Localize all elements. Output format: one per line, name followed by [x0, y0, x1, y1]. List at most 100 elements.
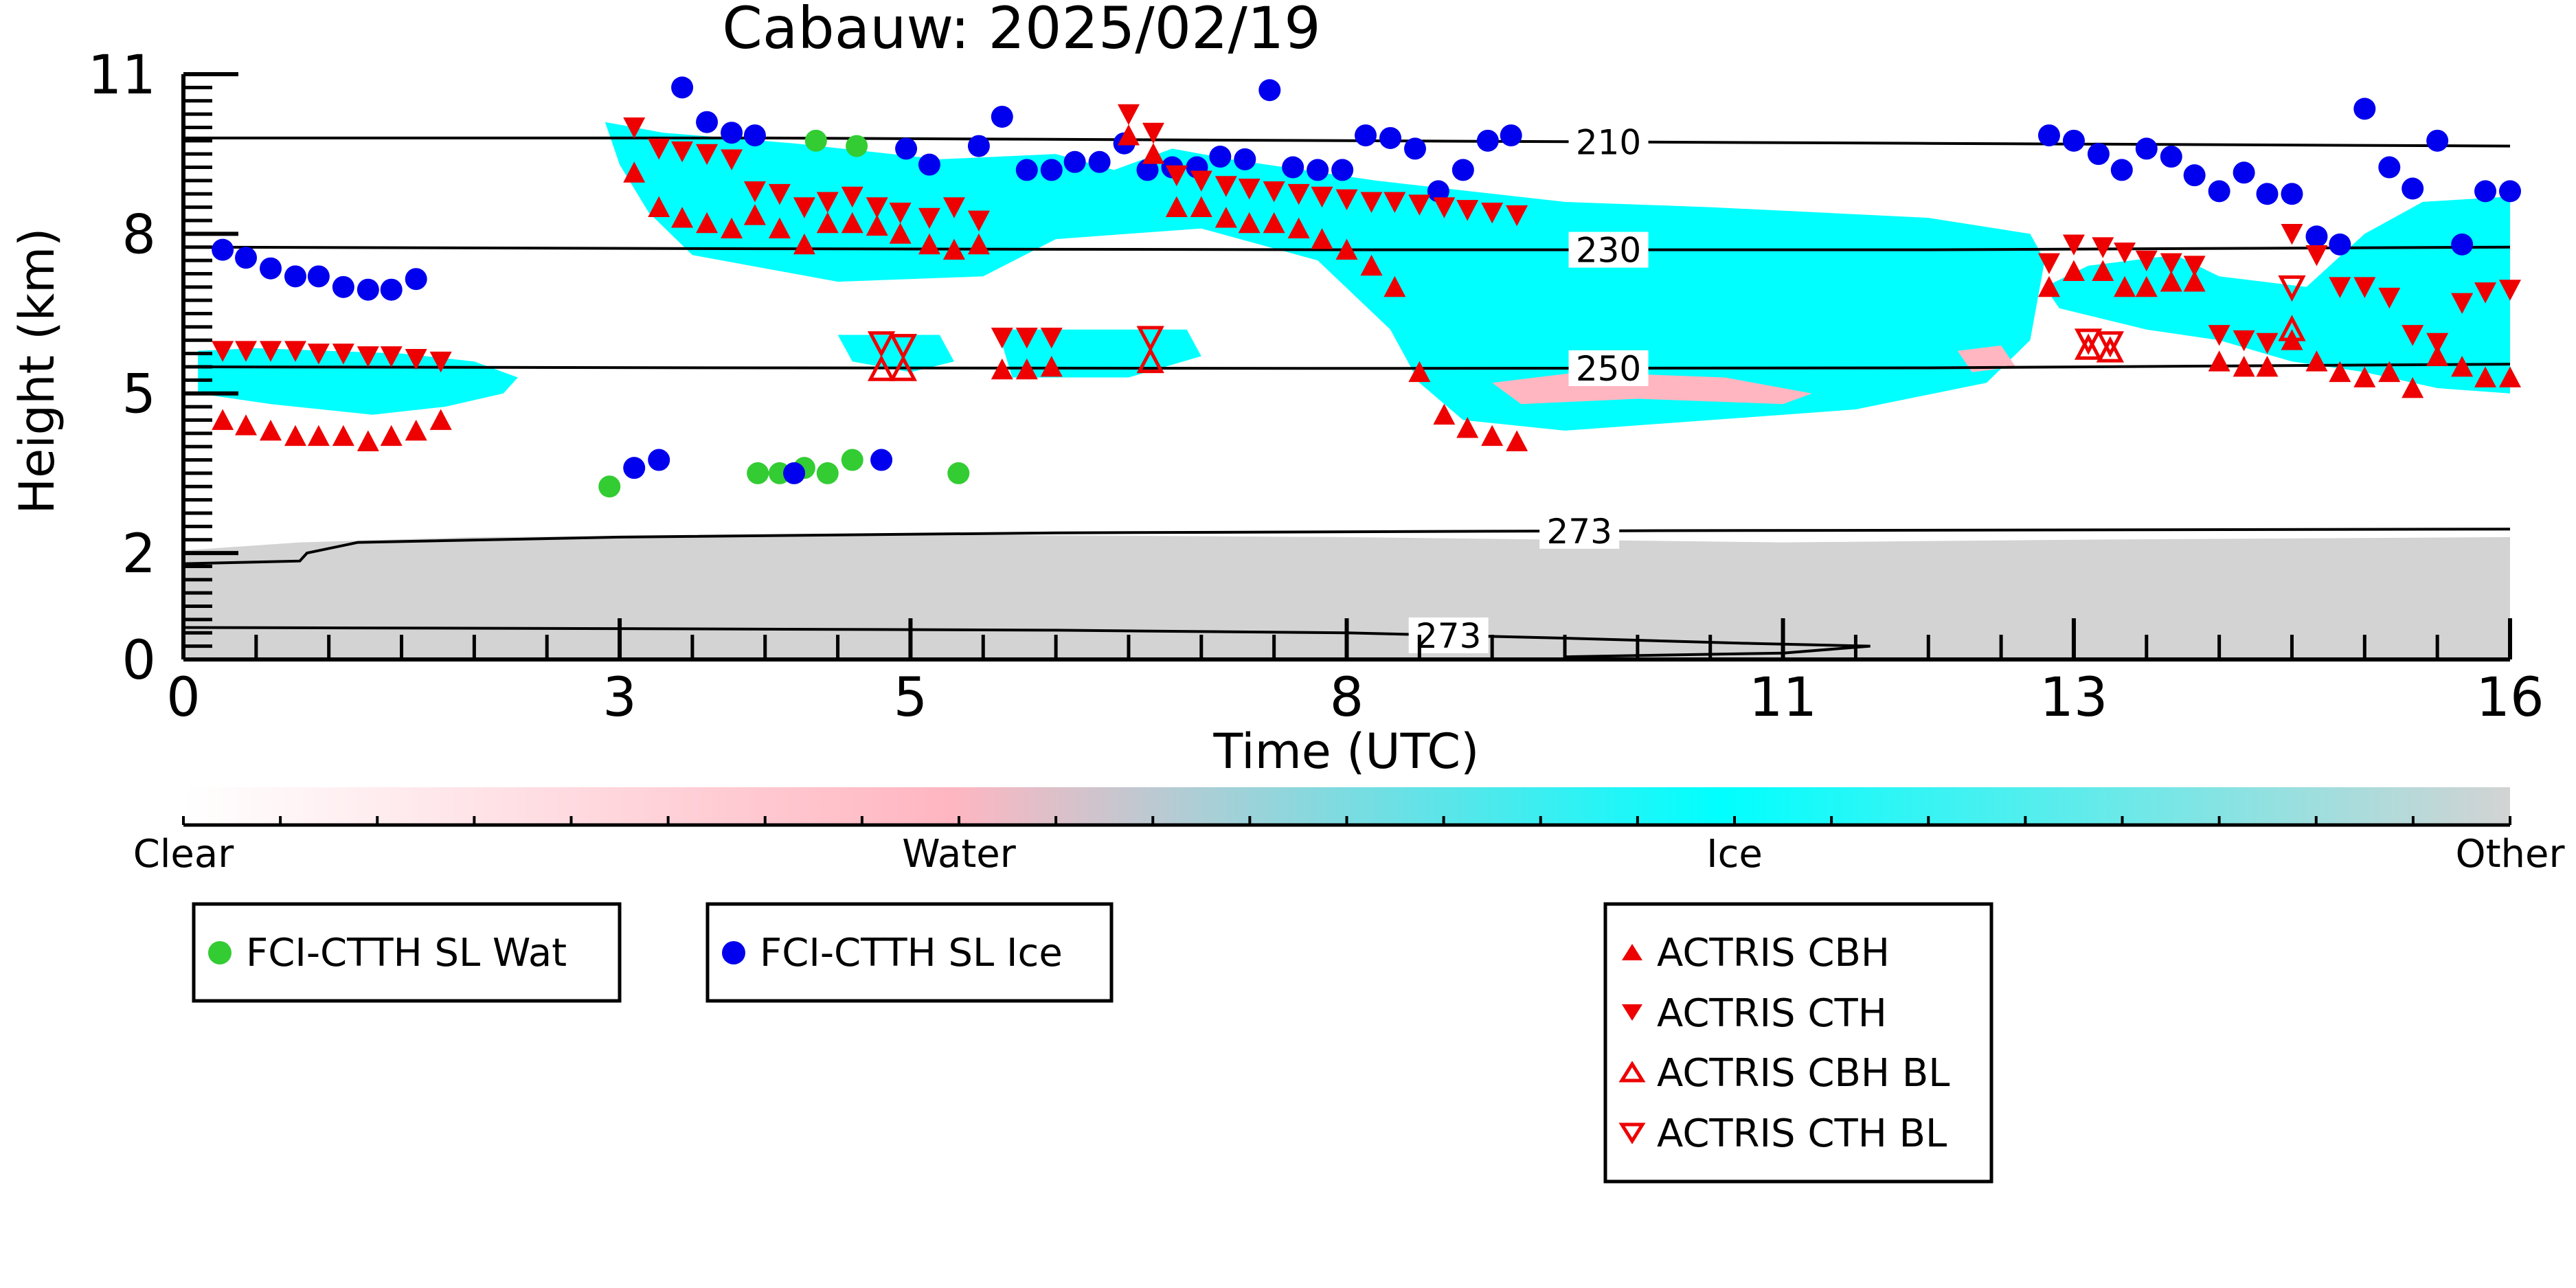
actris-cbh-point	[1015, 358, 1038, 380]
actris-cbh-point	[889, 223, 912, 244]
actris-cth-point	[2378, 287, 2401, 309]
actris-cth-point	[743, 181, 766, 203]
cloud-region-water	[1957, 346, 2016, 372]
actris-cbh-point	[2353, 366, 2376, 387]
fci-ctth-sl-ice-point	[380, 278, 403, 301]
fci-ctth-sl-wat-point	[804, 129, 827, 152]
legend-actris-cbh-marker	[1622, 944, 1642, 960]
fci-ctth-sl-wat-point	[947, 462, 970, 484]
actris-cbh-point	[1190, 196, 1212, 218]
fci-ctth-sl-ice-point	[1307, 159, 1329, 181]
actris-cth-point	[1238, 179, 1261, 200]
chart-title: Cabauw: 2025/02/19	[722, 0, 1320, 62]
actris-cth-point	[2135, 250, 2158, 272]
actris-cth-point	[1165, 165, 1188, 187]
actris-cbh-point	[991, 358, 1013, 380]
actris-cbh-point	[2451, 356, 2474, 377]
contour-label-bg	[1539, 512, 1620, 549]
colorbar-ticks	[182, 816, 2511, 825]
fci-ctth-sl-ice-point	[2329, 233, 2351, 256]
actris-cth-point	[2402, 325, 2424, 346]
actris-cbh-point	[1165, 196, 1188, 218]
actris-cbh-point	[623, 161, 646, 183]
x-tick-label: 11	[1749, 667, 1817, 729]
actris-cbh-point	[2378, 361, 2401, 383]
contour-label-bg	[1568, 350, 1649, 386]
actris-cbh-point	[1335, 238, 1358, 260]
actris-cth-point	[696, 144, 719, 166]
y-tick-label: 0	[122, 630, 156, 692]
actris-cth-point	[1481, 202, 1504, 224]
actris-cbh-point	[1311, 228, 1333, 249]
actris-cbh-point	[429, 409, 452, 430]
fci-ctth-sl-ice-point	[1331, 159, 1354, 181]
legend-fci-ice-marker	[722, 941, 745, 964]
legend-fci-water-label: FCI-CTTH SL Wat	[246, 931, 567, 975]
fci-ctth-sl-ice-point	[1015, 159, 1038, 181]
actris-cth-point	[1263, 181, 1285, 203]
fci-ctth-sl-ice-point	[1234, 148, 1256, 170]
fci-ctth-sl-wat-point	[841, 449, 863, 471]
fci-ctth-sl-ice-point	[623, 457, 646, 479]
actris-cth-point	[1190, 170, 1212, 192]
actris-cth-point	[721, 149, 743, 170]
contour-label: 230	[1576, 231, 1641, 271]
actris-cth-point	[260, 341, 282, 362]
actris-cbh-point	[235, 414, 258, 436]
contour-label-bg	[1408, 617, 1489, 653]
actris-cth-point	[2305, 245, 2328, 267]
actris-cbh-point	[1433, 403, 1456, 425]
fci-ctth-sl-ice-point	[2378, 156, 2401, 179]
actris-cth-point	[429, 351, 452, 373]
actris-cth-point	[841, 186, 863, 208]
fci-ctth-sl-ice-point	[1476, 129, 1499, 152]
fci-ctth-sl-ice-point	[260, 257, 282, 280]
actris-cbh-point	[1117, 124, 1140, 146]
actris-cth-point	[942, 197, 965, 218]
actris-cth-point	[1142, 122, 1164, 144]
actris-cth-point	[648, 139, 670, 160]
fci-ctth-sl-ice-point	[1063, 150, 1086, 173]
actris-cbh-point	[1506, 430, 1528, 451]
actris-cbh-point	[648, 196, 670, 218]
x-tick-label: 16	[2476, 667, 2544, 729]
x-tick-label: 0	[166, 667, 201, 729]
contour-label: 273	[1546, 512, 1612, 552]
y-tick-label: 2	[122, 523, 156, 585]
actris-cth-bl-point	[889, 334, 917, 361]
fci-ctth-sl-ice-point	[332, 275, 354, 298]
fci-ctth-sl-ice-point	[212, 238, 234, 261]
fci-ctth-sl-ice-point	[2208, 180, 2230, 203]
actris-cth-bl-point	[2074, 328, 2103, 355]
legend-actris-box	[1603, 902, 1993, 1184]
actris-cth-point	[967, 210, 990, 231]
actris-cbh-point	[1040, 356, 1063, 377]
fci-ctth-sl-ice-point	[648, 449, 670, 471]
actris-cth-point	[1383, 192, 1406, 213]
actris-cth-point	[1456, 200, 1479, 221]
actris-cth-point	[623, 117, 646, 139]
actris-cth-point	[284, 341, 306, 362]
actris-cth-point	[1408, 194, 1431, 216]
actris-cbh-bl-point	[867, 354, 896, 381]
actris-cbh-point	[1481, 425, 1504, 447]
fci-ctth-sl-ice-point	[721, 122, 743, 144]
fci-ctth-sl-ice-point	[696, 111, 719, 133]
legend-actris-cth-marker	[1622, 1004, 1642, 1021]
fci-ctth-sl-ice-point	[2451, 233, 2474, 256]
fci-ctth-sl-ice-point	[357, 278, 379, 301]
actris-cth-point	[1335, 189, 1358, 211]
contour-line	[183, 363, 2511, 370]
fci-ctth-sl-ice-point	[870, 449, 893, 471]
fci-ctth-sl-wat-point	[846, 135, 868, 157]
actris-cth-point	[2499, 280, 2521, 301]
actris-cth-point	[2062, 234, 2085, 256]
actris-cth-point	[1360, 192, 1383, 213]
colorbar-label-ice: Ice	[1706, 832, 1763, 877]
actris-cbh-point	[1238, 212, 1261, 234]
actris-cth-point	[2426, 332, 2449, 354]
actris-cth-point	[2092, 237, 2114, 258]
fci-ctth-sl-ice-point	[895, 137, 918, 160]
actris-cbh-point	[2305, 350, 2328, 372]
legend-actris-cth-bl-label: ACTRIS CTH BL	[1657, 1111, 1947, 1156]
